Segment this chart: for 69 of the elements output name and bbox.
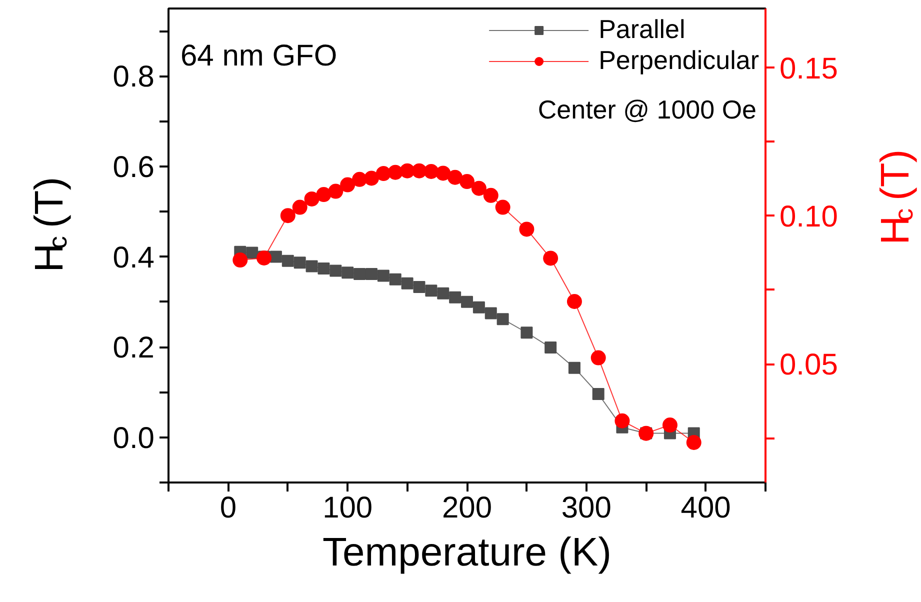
point xyxy=(520,326,533,339)
y2-tick-label: 0.05 xyxy=(780,348,838,382)
point xyxy=(364,170,379,186)
point xyxy=(448,170,463,185)
x-tick-label: 100 xyxy=(322,492,373,524)
point xyxy=(413,281,426,294)
annotation: Center @ 1000 Oe xyxy=(538,94,757,124)
point xyxy=(316,187,332,202)
point xyxy=(544,342,557,354)
point xyxy=(365,268,378,280)
annotation: 64 nm GFO xyxy=(180,40,338,72)
point xyxy=(460,174,474,189)
point xyxy=(352,172,368,187)
point xyxy=(436,166,451,181)
point xyxy=(568,362,580,374)
point xyxy=(543,250,558,266)
point xyxy=(437,287,450,300)
point xyxy=(592,388,604,400)
y2-tick-label: 0.15 xyxy=(780,52,838,86)
point xyxy=(377,270,390,282)
legend-label: Perpendicular xyxy=(598,45,759,76)
point xyxy=(280,208,296,224)
point xyxy=(292,200,308,215)
x-tick-label: 300 xyxy=(561,492,612,524)
point xyxy=(424,164,439,179)
point xyxy=(496,313,509,326)
point xyxy=(425,284,438,297)
x-axis-title: Temperature (K) xyxy=(322,530,612,574)
point xyxy=(282,254,294,267)
point xyxy=(270,250,282,263)
y-tick-label: 0.2 xyxy=(112,332,155,365)
point xyxy=(461,296,473,308)
y-tick-label: 0.0 xyxy=(112,422,155,455)
y2-tick-label: 0.10 xyxy=(780,200,838,234)
point xyxy=(389,273,402,286)
point xyxy=(686,435,702,450)
point xyxy=(306,260,318,272)
point xyxy=(449,291,462,304)
y-tick-label: 0.6 xyxy=(112,151,155,184)
point xyxy=(246,246,258,259)
point xyxy=(318,262,330,275)
point xyxy=(304,192,320,206)
point xyxy=(519,222,534,237)
point xyxy=(328,184,344,199)
x-tick-label: 400 xyxy=(680,492,731,524)
point xyxy=(256,250,272,266)
point xyxy=(484,307,497,320)
y-tick-label: 0.8 xyxy=(112,60,155,94)
point xyxy=(294,256,306,269)
point xyxy=(614,413,630,428)
point xyxy=(566,294,582,309)
y-tick-label: 0.4 xyxy=(112,241,155,274)
point xyxy=(662,418,678,433)
point xyxy=(483,188,498,203)
point xyxy=(330,264,342,277)
point xyxy=(376,166,391,181)
point xyxy=(388,164,403,180)
point xyxy=(232,252,248,268)
x-tick-label: 200 xyxy=(442,492,492,524)
legend-label: Parallel xyxy=(598,14,686,45)
x-tick-label: 0 xyxy=(220,492,237,524)
point xyxy=(340,177,356,192)
point xyxy=(495,200,510,215)
point xyxy=(401,277,414,290)
point xyxy=(472,301,485,314)
point xyxy=(342,266,354,279)
point xyxy=(354,268,366,280)
point xyxy=(590,350,606,366)
point xyxy=(471,180,486,196)
